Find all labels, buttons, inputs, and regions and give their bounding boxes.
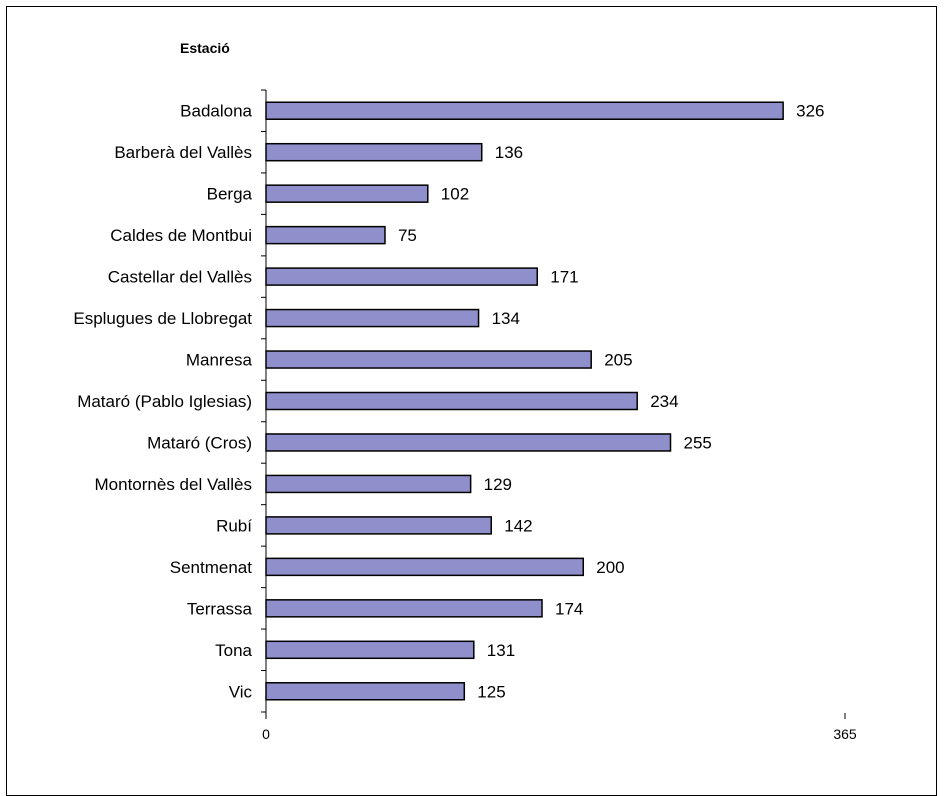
category-label: Sentmenat [170, 558, 252, 577]
category-label: Caldes de Montbui [110, 226, 252, 245]
bar [265, 640, 475, 660]
bar [265, 184, 429, 203]
value-label: 234 [650, 392, 678, 411]
value-label: 174 [555, 599, 583, 618]
category-label: Castellar del Vallès [108, 268, 252, 287]
category-label: Vic [229, 682, 253, 701]
value-label: 205 [604, 351, 632, 370]
bar [265, 142, 483, 162]
value-label: 171 [550, 268, 578, 287]
bar [265, 391, 638, 411]
category-label: Mataró (Cros) [147, 433, 252, 452]
y-axis-label: Estació [180, 40, 230, 56]
bar [265, 557, 585, 577]
bar [265, 350, 592, 369]
category-label: Montornès del Vallès [95, 475, 253, 494]
value-label: 200 [596, 558, 624, 577]
value-label: 75 [398, 226, 417, 245]
value-label: 142 [504, 516, 532, 535]
category-label: Berga [207, 185, 253, 204]
bar [265, 433, 672, 452]
x-tick-label: 365 [833, 726, 857, 742]
bars-layer: Badalona 326 Barberà del Vallès 136 Berga 102… [73, 101, 825, 701]
bar [265, 599, 543, 618]
category-label: Manresa [186, 351, 253, 370]
value-label: 102 [441, 185, 469, 204]
value-label: 326 [796, 102, 824, 121]
category-label: Mataró (Pablo Iglesias) [77, 392, 252, 411]
x-tick-label: 0 [262, 726, 270, 742]
category-label: Esplugues de Llobregat [73, 309, 252, 328]
category-label: Barberà del Vallès [114, 143, 252, 162]
value-label: 136 [495, 143, 523, 162]
category-label: Badalona [180, 102, 252, 121]
category-label: Rubí [216, 516, 252, 535]
axis-layer: 0 365 [261, 89, 857, 742]
value-label: 134 [492, 309, 520, 328]
value-label: 129 [484, 475, 512, 494]
bar [265, 267, 539, 286]
bar [265, 682, 466, 701]
category-label: Tona [215, 641, 252, 660]
category-label: Terrassa [187, 599, 253, 618]
bar [265, 308, 480, 328]
bar [265, 101, 784, 120]
bar [265, 225, 386, 245]
bar [265, 516, 493, 535]
value-label: 255 [684, 433, 712, 452]
value-label: 131 [487, 641, 515, 660]
bar [265, 474, 472, 494]
value-label: 125 [477, 682, 505, 701]
